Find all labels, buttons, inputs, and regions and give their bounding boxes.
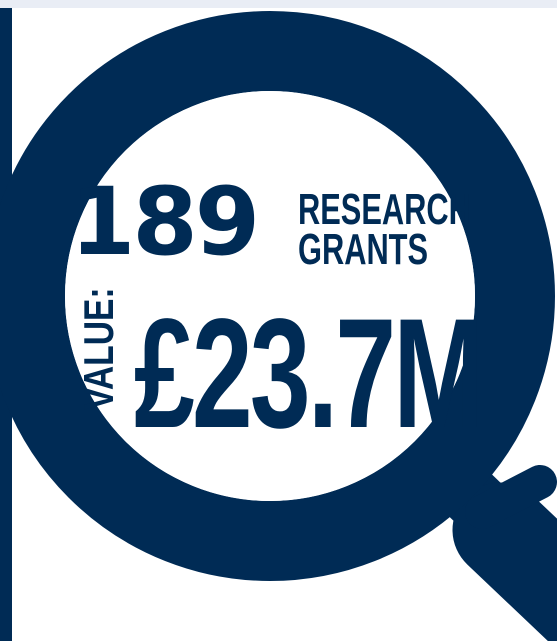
grants-label-line-2: GRANTS bbox=[298, 224, 429, 274]
magnifying-glass-ring bbox=[0, 11, 555, 581]
grants-label: RESEARCH GRANTS bbox=[298, 185, 471, 274]
top-strip bbox=[0, 0, 557, 8]
value-prefix: VALUE: bbox=[75, 287, 122, 410]
magnifying-glass-lens bbox=[65, 91, 475, 501]
value-amount: £23.7M bbox=[134, 287, 484, 461]
grants-label-line-1: RESEARCH bbox=[298, 185, 471, 234]
grants-count: 189 bbox=[70, 168, 260, 277]
